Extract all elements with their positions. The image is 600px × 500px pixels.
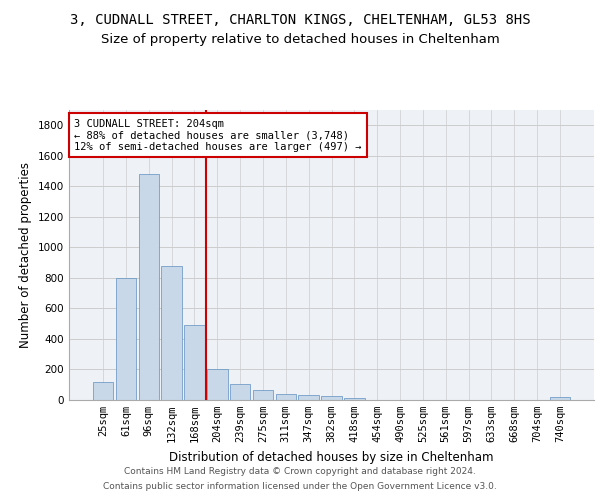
Bar — [253, 390, 273, 400]
Bar — [550, 398, 570, 400]
Text: 3, CUDNALL STREET, CHARLTON KINGS, CHELTENHAM, GL53 8HS: 3, CUDNALL STREET, CHARLTON KINGS, CHELT… — [70, 12, 530, 26]
Text: Size of property relative to detached houses in Cheltenham: Size of property relative to detached ho… — [101, 32, 499, 46]
Y-axis label: Number of detached properties: Number of detached properties — [19, 162, 32, 348]
Bar — [93, 382, 113, 400]
Bar — [230, 384, 250, 400]
Bar — [139, 174, 159, 400]
Bar — [207, 368, 227, 400]
Bar — [275, 394, 296, 400]
Bar — [344, 398, 365, 400]
Bar — [116, 278, 136, 400]
Bar — [161, 266, 182, 400]
X-axis label: Distribution of detached houses by size in Cheltenham: Distribution of detached houses by size … — [169, 450, 494, 464]
Text: Contains HM Land Registry data © Crown copyright and database right 2024.: Contains HM Land Registry data © Crown c… — [124, 467, 476, 476]
Bar — [184, 325, 205, 400]
Bar — [298, 395, 319, 400]
Bar — [321, 396, 342, 400]
Text: Contains public sector information licensed under the Open Government Licence v3: Contains public sector information licen… — [103, 482, 497, 491]
Text: 3 CUDNALL STREET: 204sqm
← 88% of detached houses are smaller (3,748)
12% of sem: 3 CUDNALL STREET: 204sqm ← 88% of detach… — [74, 118, 362, 152]
